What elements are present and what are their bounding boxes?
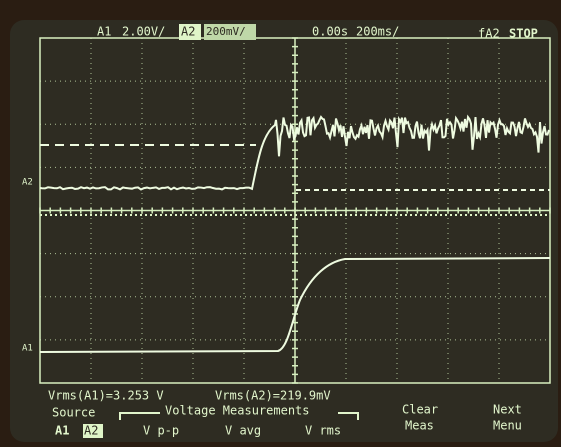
measurement: Vrms(A2)=219.9mV <box>215 389 331 403</box>
group-label: Voltage Measurements <box>165 404 310 418</box>
run-status: STOP <box>509 27 538 41</box>
a1-marker: A1 <box>22 344 33 354</box>
softkey[interactable]: Meas <box>405 419 434 433</box>
softkey[interactable]: Menu <box>493 419 522 433</box>
softkey[interactable]: V rms <box>305 424 341 438</box>
softkey-label[interactable]: Source <box>52 406 95 420</box>
softkey[interactable]: Next <box>493 403 522 417</box>
screen <box>10 20 558 442</box>
scale1: 2.00V/ <box>122 25 165 39</box>
channel2: A2 <box>181 25 195 39</box>
oscilloscope-screen: A1 2.00V/ A2 200mV/ 0.00s 200ms/ fA2 STO… <box>0 0 561 447</box>
scale2: 200mV/ <box>206 25 246 38</box>
softkey[interactable]: V p-p <box>143 424 179 438</box>
softkey-option[interactable]: A1 <box>55 424 69 438</box>
time-position: 0.00s <box>312 25 348 39</box>
softkey-option[interactable]: A2 <box>84 424 98 438</box>
measurement: Vrms(A1)=3.253 V <box>48 389 164 403</box>
trigger-source: fA2 <box>478 27 500 41</box>
a2-marker: A2 <box>22 178 33 188</box>
channel1: A1 <box>97 25 111 39</box>
softkey[interactable]: V avg <box>225 424 261 438</box>
time-scale: 200ms/ <box>356 25 399 39</box>
softkey[interactable]: Clear <box>402 403 438 417</box>
